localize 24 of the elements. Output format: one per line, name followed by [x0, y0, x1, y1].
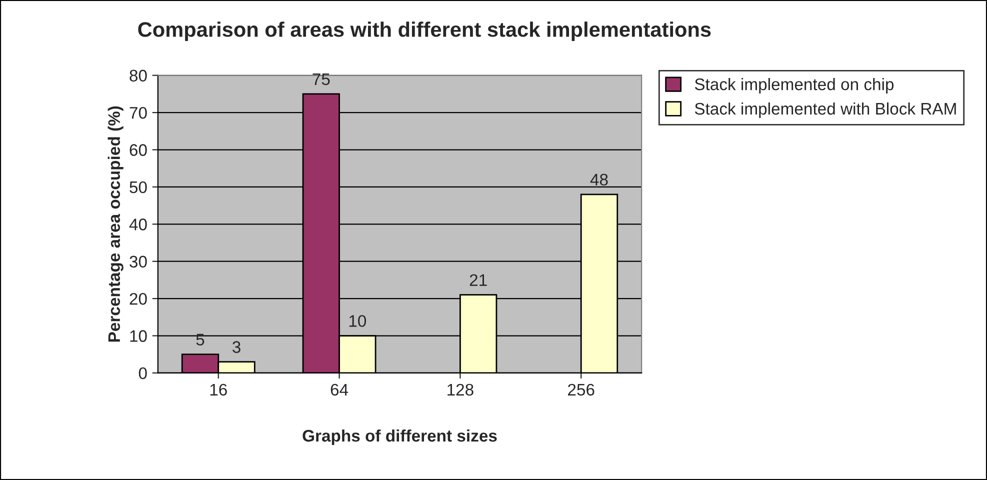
data-label: 21	[470, 274, 487, 286]
y-tick-label: 20	[130, 292, 147, 305]
x-tick-label: 16	[210, 384, 227, 396]
y-tick-label: 10	[130, 330, 147, 342]
y-axis-title: Percentage area occupied (%)	[108, 106, 124, 342]
y-tick-label: 30	[130, 256, 147, 268]
x-tick-label: 64	[330, 384, 348, 396]
data-label: 5	[196, 334, 204, 346]
x-tick-label: 256	[568, 384, 594, 396]
chart-title: Comparison of areas with different stack implementations	[138, 22, 711, 42]
y-tick-label: 0	[138, 367, 147, 380]
data-label: 75	[312, 73, 330, 86]
x-axis-title: Graphs of different sizes	[302, 429, 497, 446]
y-tick-label: 80	[130, 70, 147, 82]
data-label: 10	[349, 315, 366, 327]
y-tick-label: 50	[130, 181, 147, 194]
legend-label: Stack implemented with Block RAM	[694, 102, 956, 118]
y-tick-label: 70	[130, 106, 147, 119]
legend-label: Stack implemented on chip	[694, 78, 894, 94]
y-tick-label: 60	[130, 144, 147, 156]
y-tick-label: 40	[129, 218, 147, 230]
data-label: 48	[590, 174, 608, 186]
data-label: 3	[232, 341, 240, 353]
x-tick-label: 128	[448, 384, 474, 396]
